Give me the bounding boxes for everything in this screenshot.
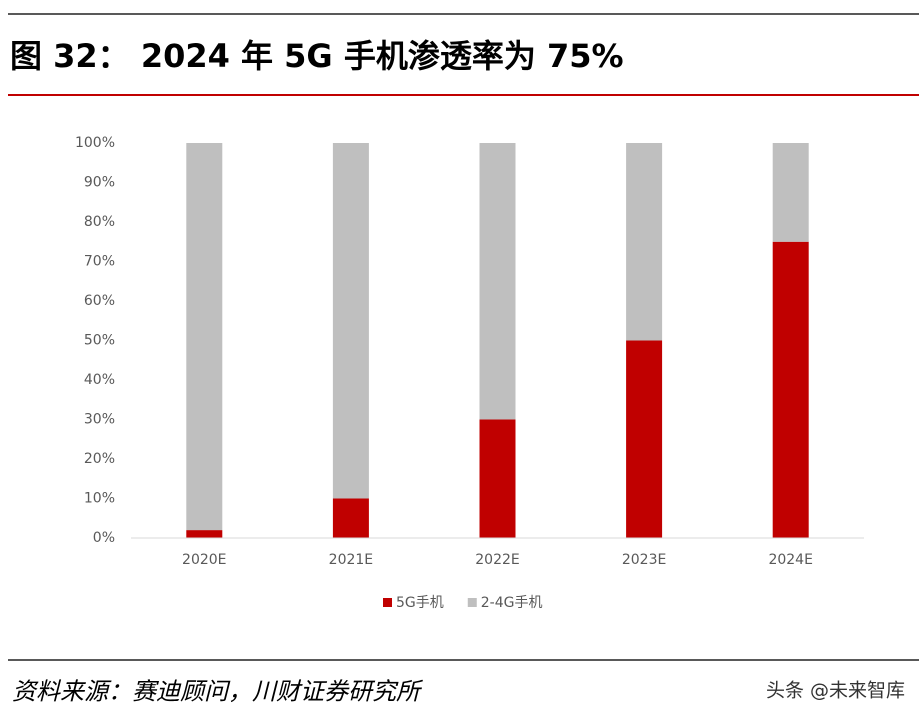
bar-segment xyxy=(772,143,809,242)
bar-segment xyxy=(186,530,223,538)
bar-segment xyxy=(332,143,369,499)
legend-swatch xyxy=(383,598,392,607)
figure-title: 图 32： 2024 年 5G 手机渗透率为 75% xyxy=(10,37,624,75)
legend-label: 2-4G手机 xyxy=(481,595,543,611)
x-tick-label: 2024E xyxy=(768,552,812,568)
bar-segment xyxy=(626,340,663,538)
y-tick-label: 70% xyxy=(84,254,115,270)
x-tick-label: 2021E xyxy=(329,552,373,568)
bar-segment xyxy=(186,143,223,531)
y-tick-label: 0% xyxy=(93,530,115,546)
y-tick-label: 50% xyxy=(84,333,115,349)
x-tick-label: 2022E xyxy=(475,552,519,568)
legend-label: 5G手机 xyxy=(396,595,444,611)
bar-segment xyxy=(772,241,809,538)
bar-segment xyxy=(626,143,663,341)
y-tick-label: 60% xyxy=(84,293,115,309)
y-tick-label: 20% xyxy=(84,451,115,467)
bar-segment xyxy=(479,419,516,538)
y-tick-label: 80% xyxy=(84,214,115,230)
bar-segment xyxy=(479,143,516,420)
y-tick-label: 90% xyxy=(84,175,115,191)
x-tick-label: 2020E xyxy=(182,552,226,568)
watermark: 头条 @未来智库 xyxy=(766,680,905,702)
y-tick-label: 30% xyxy=(84,412,115,428)
y-tick-label: 10% xyxy=(84,491,115,507)
y-tick-label: 100% xyxy=(75,135,115,151)
x-tick-label: 2023E xyxy=(622,552,666,568)
y-tick-label: 40% xyxy=(84,372,115,388)
source: 资料来源：赛迪顾问，川财证券研究所 xyxy=(12,678,424,706)
bar-segment xyxy=(332,498,369,538)
legend-swatch xyxy=(467,598,477,607)
